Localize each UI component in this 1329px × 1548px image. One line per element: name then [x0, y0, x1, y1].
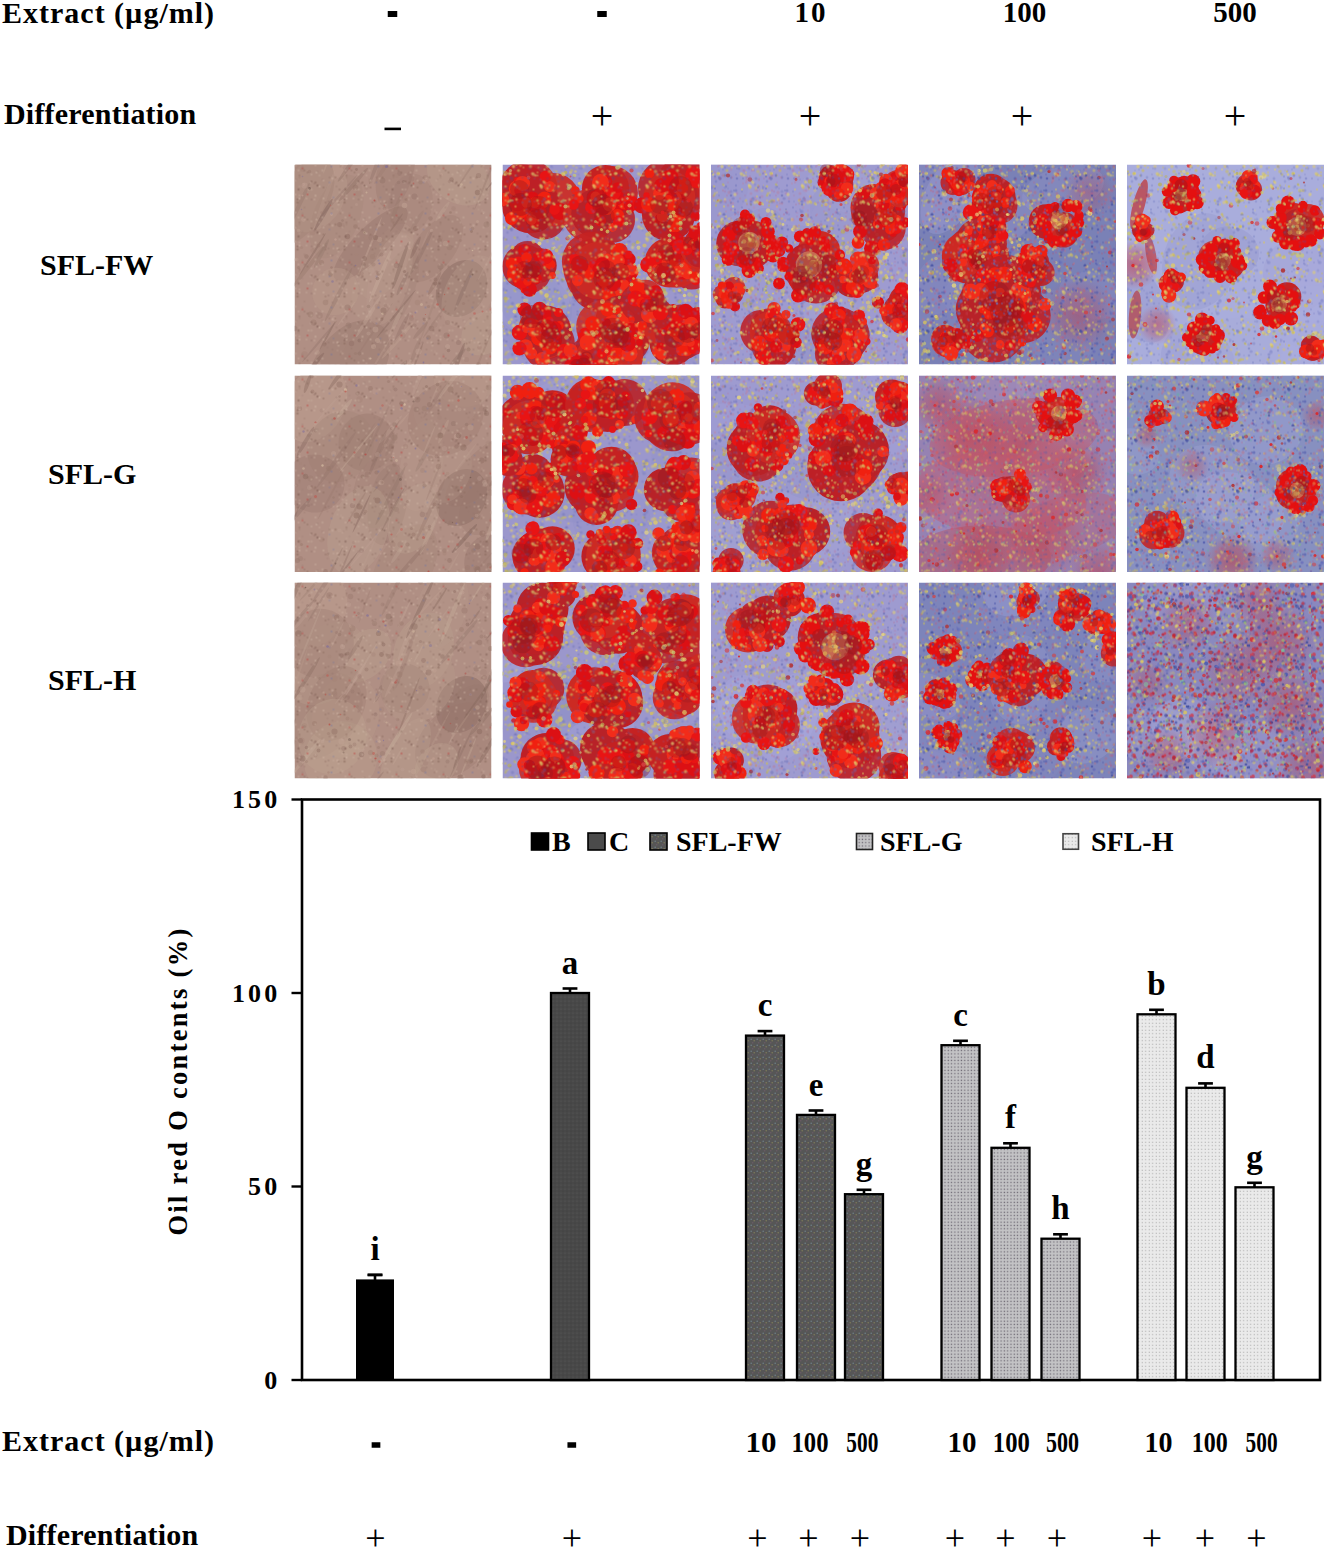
- svg-text:100: 100: [792, 1425, 829, 1458]
- svg-text:+: +: [799, 93, 822, 138]
- svg-text:+: +: [1142, 1518, 1162, 1548]
- svg-text:b: b: [1147, 966, 1165, 1002]
- svg-text:+: +: [945, 1518, 965, 1548]
- svg-text:SFL-FW: SFL-FW: [676, 826, 782, 857]
- svg-text:B: B: [552, 826, 571, 857]
- svg-text:Differentiation: Differentiation: [6, 1518, 199, 1548]
- svg-text:SFL-H: SFL-H: [48, 663, 136, 696]
- svg-text:+: +: [1011, 93, 1034, 138]
- svg-text:SFL-FW: SFL-FW: [40, 248, 153, 281]
- svg-text:c: c: [758, 987, 773, 1023]
- svg-text:g: g: [856, 1146, 873, 1182]
- svg-text:+: +: [995, 1518, 1015, 1548]
- svg-text:+: +: [1224, 93, 1247, 138]
- svg-text:SFL-G: SFL-G: [48, 457, 136, 490]
- svg-text:500: 500: [1246, 1425, 1278, 1458]
- svg-text:a: a: [562, 945, 579, 981]
- svg-text:d: d: [1196, 1039, 1214, 1075]
- svg-text:100: 100: [1003, 0, 1047, 28]
- svg-text:100: 100: [1192, 1425, 1228, 1458]
- svg-text:0: 0: [264, 1366, 280, 1395]
- svg-text:150: 150: [232, 785, 281, 814]
- svg-text:500: 500: [1046, 1425, 1079, 1458]
- svg-text:10: 10: [795, 0, 828, 28]
- svg-text:100: 100: [232, 979, 281, 1008]
- svg-text:SFL-G: SFL-G: [880, 826, 963, 857]
- svg-text:50: 50: [248, 1172, 280, 1201]
- svg-text:10: 10: [948, 1425, 977, 1458]
- svg-text:h: h: [1051, 1190, 1069, 1226]
- svg-text:g: g: [1246, 1139, 1263, 1175]
- svg-text:+: +: [562, 1518, 582, 1548]
- svg-text:+: +: [850, 1518, 870, 1548]
- svg-text:+: +: [1246, 1518, 1266, 1548]
- svg-text:e: e: [809, 1067, 824, 1103]
- svg-text:+: +: [365, 1518, 385, 1548]
- svg-text:c: c: [953, 997, 968, 1033]
- svg-text:10: 10: [1144, 1425, 1172, 1458]
- svg-text:i: i: [370, 1231, 379, 1267]
- svg-text:+: +: [1047, 1518, 1067, 1548]
- svg-text:100: 100: [993, 1425, 1030, 1458]
- svg-text:+: +: [591, 93, 614, 138]
- svg-text:Oil red O contents (%): Oil red O contents (%): [163, 926, 193, 1235]
- svg-text:f: f: [1005, 1099, 1017, 1135]
- svg-text:Extract (µg/ml): Extract (µg/ml): [2, 1424, 215, 1458]
- svg-text:500: 500: [1213, 0, 1257, 28]
- svg-text:C: C: [609, 826, 629, 857]
- svg-text:500: 500: [846, 1425, 878, 1458]
- svg-text:10: 10: [746, 1425, 777, 1458]
- svg-text:Differentiation: Differentiation: [4, 97, 197, 130]
- svg-text:+: +: [1195, 1518, 1215, 1548]
- svg-text:Extract (µg/ml): Extract (µg/ml): [2, 0, 215, 30]
- svg-text:+: +: [747, 1518, 767, 1548]
- svg-text:+: +: [798, 1518, 818, 1548]
- svg-text:SFL-H: SFL-H: [1091, 826, 1174, 857]
